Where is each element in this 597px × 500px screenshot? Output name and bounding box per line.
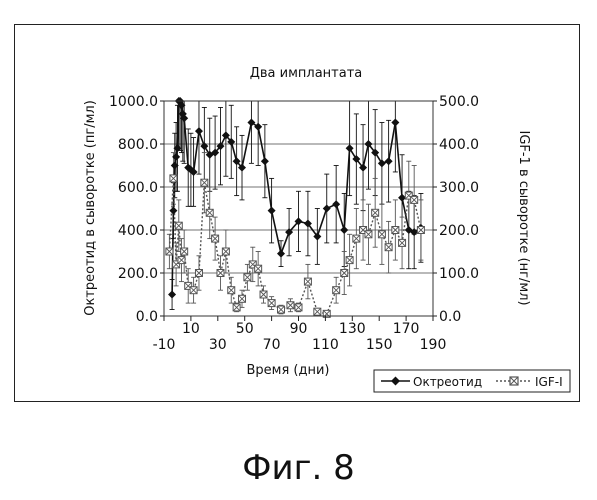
figure-caption: Фиг. 8 xyxy=(0,448,597,488)
data-point-igf xyxy=(201,179,208,186)
y-tick-label: 200.0 xyxy=(118,266,158,282)
data-point-igf xyxy=(244,274,251,281)
y-tick-label: 600.0 xyxy=(118,180,158,196)
x-square-marker-icon xyxy=(510,377,518,385)
x-axis-label: Время (дни) xyxy=(246,363,329,378)
data-point-igf xyxy=(228,287,235,294)
data-point-igf xyxy=(417,227,424,234)
x-tick-label: 10 xyxy=(182,321,200,337)
data-point-igf xyxy=(333,287,340,294)
legend: Октреотид IGF-I xyxy=(374,370,570,392)
x-tick-label: -10 xyxy=(153,337,176,353)
data-point-igf xyxy=(175,222,182,229)
x-tick-label: 190 xyxy=(420,337,447,353)
y2-tick-label: 500.0 xyxy=(439,94,479,110)
y-axis-label: Октреотид в сыворотке (пг/мл) xyxy=(83,100,98,316)
data-point-igf xyxy=(233,304,240,311)
y2-tick-label: 400.0 xyxy=(439,137,479,153)
y2-tick-label: 300.0 xyxy=(439,180,479,196)
x-tick-label: 110 xyxy=(312,337,339,353)
x-tick-label: 130 xyxy=(339,321,366,337)
y-tick-label: 400.0 xyxy=(118,223,158,239)
data-point-igf xyxy=(341,270,348,277)
data-point-igf xyxy=(255,265,262,272)
x-tick-label: 30 xyxy=(209,337,227,353)
chart-title: Два имплантата xyxy=(250,66,363,81)
chart: 0.0 200.0 400.0 600.0 800.0 1000.0 0.0 100.0 200… xyxy=(0,0,597,440)
data-point-igf xyxy=(181,248,188,255)
data-point-igf xyxy=(287,302,294,309)
data-point-igf xyxy=(178,257,185,264)
data-point-igf xyxy=(239,295,246,302)
data-point-igf xyxy=(195,270,202,277)
data-point-igf xyxy=(278,306,285,313)
data-point-igf xyxy=(190,287,197,294)
y-tick-label: 0.0 xyxy=(136,309,158,325)
data-point-igf xyxy=(304,278,311,285)
y2-tick-label: 200.0 xyxy=(439,223,479,239)
data-point-igf xyxy=(170,175,177,182)
data-point-igf xyxy=(353,235,360,242)
x-tick-label: 170 xyxy=(393,321,420,337)
legend-label-igf: IGF-I xyxy=(535,375,563,389)
x-tick-label: 150 xyxy=(366,337,393,353)
data-point-igf xyxy=(365,231,372,238)
y-tick-label: 1000.0 xyxy=(109,94,158,110)
data-point-igf xyxy=(314,308,321,315)
plot-area xyxy=(164,97,433,317)
data-point-igf xyxy=(346,257,353,264)
x-tick-label: 70 xyxy=(263,337,281,353)
y2-axis-label: IGF-1 в сыворотке (нг/мл) xyxy=(516,130,531,305)
data-point-igf xyxy=(268,300,275,307)
data-point-igf xyxy=(411,196,418,203)
data-point-igf xyxy=(222,248,229,255)
data-point-igf xyxy=(392,227,399,234)
data-point-igf xyxy=(260,291,267,298)
data-point-igf xyxy=(385,244,392,251)
legend-label-octreotide: Октреотид xyxy=(413,375,482,389)
y2-tick-label: 0.0 xyxy=(439,309,461,325)
y2-tick-label: 100.0 xyxy=(439,266,479,282)
y-tick-label: 800.0 xyxy=(118,137,158,153)
data-point-igf xyxy=(295,304,302,311)
x-tick-label: 90 xyxy=(290,321,308,337)
data-point-igf xyxy=(212,235,219,242)
data-point-igf xyxy=(217,270,224,277)
data-point-igf xyxy=(378,231,385,238)
data-point-igf xyxy=(166,248,173,255)
data-point-igf xyxy=(399,239,406,246)
data-point-igf xyxy=(206,209,213,216)
x-tick-label: 50 xyxy=(236,321,254,337)
data-point-igf xyxy=(372,209,379,216)
